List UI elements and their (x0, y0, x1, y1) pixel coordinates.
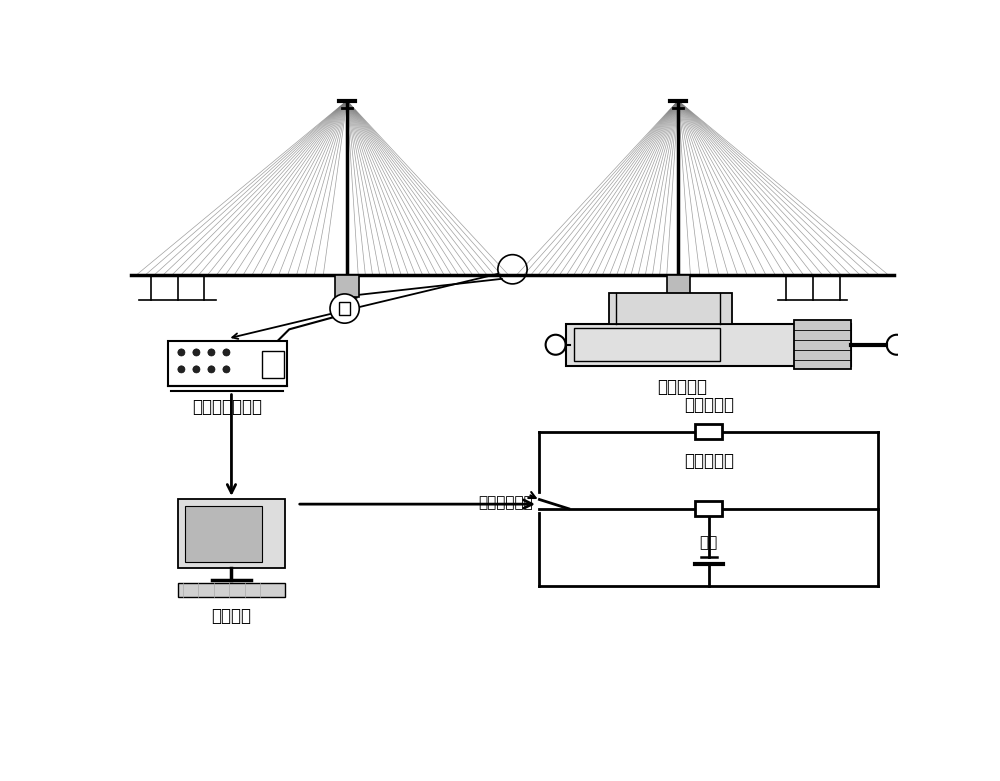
Bar (339, 301, 350, 316)
Bar (574, 328, 720, 362)
Bar (667, 276, 690, 297)
Text: 控制系统: 控制系统 (211, 607, 251, 625)
Text: 采集器和传感器: 采集器和传感器 (193, 398, 263, 416)
Circle shape (178, 349, 185, 356)
Circle shape (178, 366, 185, 373)
Text: 单刀双掷开关: 单刀双掷开关 (479, 495, 533, 510)
Bar (168, 341, 287, 386)
Circle shape (223, 349, 230, 356)
Text: 第一连通阀: 第一连通阀 (684, 396, 734, 414)
Text: 第二连通阀: 第二连通阀 (684, 452, 734, 470)
Circle shape (208, 349, 215, 356)
Circle shape (193, 349, 200, 356)
Bar (178, 583, 285, 597)
Circle shape (193, 366, 200, 373)
Bar (695, 424, 722, 440)
Circle shape (223, 366, 230, 373)
Bar (185, 506, 262, 562)
Bar (262, 351, 284, 378)
Text: 电源: 电源 (700, 535, 718, 550)
Bar (178, 499, 285, 568)
Bar (695, 501, 722, 516)
Circle shape (330, 294, 359, 323)
Bar (335, 276, 358, 297)
Bar (609, 293, 732, 323)
Bar (566, 323, 851, 366)
Text: 阻尼器系统: 阻尼器系统 (657, 379, 707, 397)
Bar (794, 320, 851, 369)
Circle shape (208, 366, 215, 373)
